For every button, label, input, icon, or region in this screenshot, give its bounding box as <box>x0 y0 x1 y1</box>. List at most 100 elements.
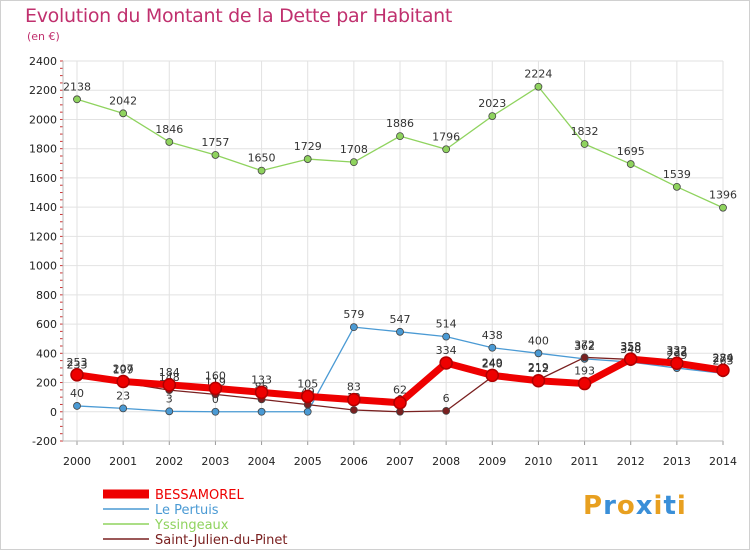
data-point-bessamorel <box>531 374 546 388</box>
data-point-saint-julien-du-pinet <box>442 406 451 415</box>
y-tick-label: 200 <box>36 377 57 390</box>
data-label-yssingeaux: 1832 <box>571 125 599 138</box>
data-label-yssingeaux: 2023 <box>478 97 506 110</box>
y-tick-label: -200 <box>32 435 57 448</box>
data-label-le-pertuis: 40 <box>70 387 84 400</box>
data-label-yssingeaux: 2138 <box>63 80 91 93</box>
data-point-saint-julien-du-pinet <box>580 353 589 362</box>
data-label-bessamorel: 253 <box>67 356 88 369</box>
data-point-bessamorel <box>716 363 730 378</box>
data-label-yssingeaux: 1708 <box>340 143 368 156</box>
x-tick-label: 2010 <box>524 455 552 468</box>
data-point-yssingeaux <box>349 158 358 167</box>
legend-label-yssingeaux: Yssingeaux <box>154 518 229 533</box>
data-label-le-pertuis: 340 <box>620 343 641 356</box>
x-tick-label: 2007 <box>386 455 414 468</box>
data-label-saint-julien-du-pinet: 240 <box>482 358 503 371</box>
data-point-yssingeaux <box>580 140 589 148</box>
x-tick-label: 2013 <box>663 455 691 468</box>
x-tick-label: 2011 <box>571 455 599 468</box>
data-point-bessamorel <box>116 374 130 389</box>
data-label-saint-julien-du-pinet: 322 <box>666 346 687 359</box>
data-point-saint-julien-du-pinet <box>349 406 358 414</box>
data-label-saint-julien-du-pinet: 372 <box>574 338 595 351</box>
legend-label-saint-julien-du-pinet: Saint-Julien-du-Pinet <box>155 533 288 548</box>
data-point-yssingeaux <box>73 95 81 104</box>
data-label-yssingeaux: 1886 <box>386 117 414 130</box>
data-point-le-pertuis <box>119 404 128 413</box>
data-label-saint-julien-du-pinet: 199 <box>113 364 134 377</box>
data-point-bessamorel <box>623 352 638 366</box>
data-label-bessamorel: 284 <box>713 351 734 364</box>
data-label-le-pertuis: 3 <box>166 392 173 405</box>
proxiti-logo: Proxiti <box>583 491 687 521</box>
data-label-le-pertuis: 514 <box>436 318 457 331</box>
data-label-bessamorel: 62 <box>393 384 407 397</box>
data-point-le-pertuis <box>73 402 81 410</box>
y-tick-label: 2200 <box>29 84 57 97</box>
data-label-yssingeaux: 2042 <box>109 94 137 107</box>
data-label-le-pertuis: 547 <box>390 313 411 326</box>
x-tick-label: 2006 <box>340 455 368 468</box>
data-label-bessamorel: 83 <box>347 381 361 394</box>
data-label-saint-julien-du-pinet: 219 <box>528 361 549 374</box>
x-tick-label: 2004 <box>248 455 276 468</box>
data-point-yssingeaux <box>626 160 635 168</box>
data-label-saint-julien-du-pinet: 233 <box>67 359 88 372</box>
data-point-yssingeaux <box>119 109 128 118</box>
data-label-yssingeaux: 1729 <box>294 140 322 153</box>
data-label-le-pertuis: 263 <box>713 354 734 367</box>
y-tick-label: 2400 <box>29 55 57 68</box>
data-label-le-pertuis: 438 <box>482 329 503 342</box>
data-label-bessamorel: 249 <box>482 356 503 369</box>
data-label-yssingeaux: 1695 <box>617 145 645 158</box>
chart-subtitle: (en €) <box>27 30 60 43</box>
data-point-le-pertuis <box>211 407 220 416</box>
data-point-bessamorel <box>162 378 177 392</box>
x-tick-label: 2009 <box>478 455 506 468</box>
data-label-bessamorel: 207 <box>113 363 134 376</box>
data-label-yssingeaux: 2224 <box>524 68 552 81</box>
data-point-bessamorel <box>347 392 361 407</box>
data-label-bessamorel: 133 <box>251 373 272 386</box>
chart-title: Evolution du Montant de la Dette par Hab… <box>25 5 453 27</box>
x-tick-label: 2014 <box>709 455 737 468</box>
data-point-le-pertuis <box>396 327 404 336</box>
y-tick-label: 1600 <box>29 172 57 185</box>
x-tick-label: 2001 <box>109 455 137 468</box>
data-point-le-pertuis <box>488 343 497 352</box>
data-point-yssingeaux <box>442 145 451 154</box>
data-point-bessamorel <box>393 395 407 410</box>
data-label-bessamorel: 193 <box>574 365 595 378</box>
y-tick-label: 400 <box>36 347 57 360</box>
data-point-bessamorel <box>70 368 84 382</box>
data-point-le-pertuis <box>442 332 451 341</box>
data-point-bessamorel <box>577 376 592 391</box>
legend-label-le-pertuis: Le Pertuis <box>155 503 219 518</box>
data-label-bessamorel: 358 <box>620 340 641 353</box>
data-label-bessamorel: 105 <box>297 377 318 390</box>
data-label-saint-julien-du-pinet: 279 <box>713 352 734 365</box>
data-label-bessamorel: 160 <box>205 369 226 382</box>
data-point-yssingeaux <box>534 82 543 91</box>
y-tick-label: 1800 <box>29 143 57 156</box>
data-label-le-pertuis: 362 <box>574 340 595 353</box>
x-tick-label: 2008 <box>432 455 460 468</box>
data-label-bessamorel: 332 <box>666 344 687 357</box>
x-tick-label: 2005 <box>294 455 322 468</box>
data-label-le-pertuis: 579 <box>343 308 364 321</box>
data-point-bessamorel <box>670 356 684 370</box>
data-point-yssingeaux <box>165 138 174 146</box>
x-tick-label: 2003 <box>201 455 229 468</box>
data-point-le-pertuis <box>165 407 174 416</box>
x-tick-label: 2000 <box>63 455 91 468</box>
data-label-bessamorel: 334 <box>436 344 457 357</box>
legend-label-bessamorel: BESSAMOREL <box>155 488 244 503</box>
data-point-bessamorel <box>485 368 500 383</box>
data-label-le-pertuis: 400 <box>528 334 549 347</box>
data-label-saint-julien-du-pinet: 6 <box>443 392 450 405</box>
data-label-bessamorel: 184 <box>159 366 180 379</box>
data-point-yssingeaux <box>672 182 681 191</box>
